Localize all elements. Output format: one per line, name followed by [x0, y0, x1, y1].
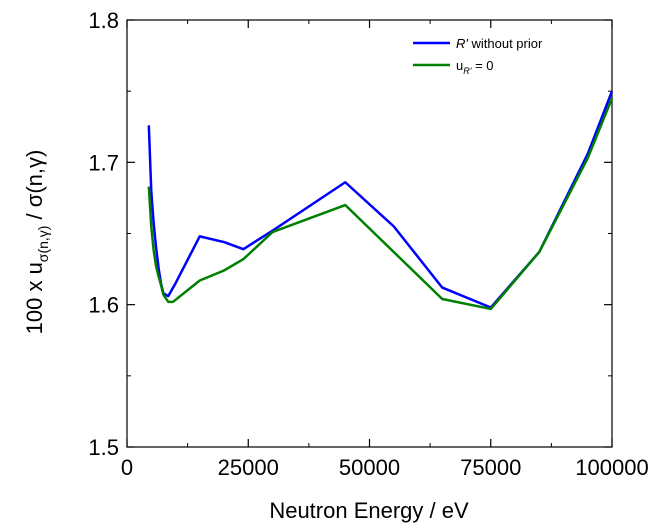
y-tick-label: 1.7	[88, 150, 119, 175]
series-lines	[147, 90, 614, 311]
x-tick-label: 0	[121, 455, 133, 480]
y-axis-title-suffix: / σ(n,γ)	[22, 150, 47, 226]
legend-label-italic-part: R'	[456, 36, 468, 51]
y-tick-label: 1.5	[88, 435, 119, 460]
y-tick-label: 1.6	[88, 293, 119, 318]
plot-area: 1.5 1.6 1.7 1.8 0 25000 50000 75000 100000	[88, 8, 648, 480]
y-axis-title-subscript: σ(n,γ)	[35, 226, 51, 263]
legend-label-r-without-prior: R' without prior	[456, 36, 543, 51]
legend-label-u-r-zero: uR' = 0	[456, 58, 494, 76]
series-line-green	[147, 97, 614, 311]
x-axis-title: Neutron Energy / eV	[269, 498, 469, 523]
legend-label-subscript: R'	[463, 66, 471, 76]
series-line-blue	[147, 90, 614, 309]
x-tick-label: 25000	[218, 455, 279, 480]
legend-label-rest-part: without prior	[468, 36, 543, 51]
legend-label-u: u	[456, 58, 463, 73]
y-axis-title-prefix: 100 x u	[22, 262, 47, 334]
x-tick-label: 75000	[460, 455, 521, 480]
x-tick-label: 100000	[575, 455, 648, 480]
plot-frame	[126, 19, 613, 448]
y-axis-ticks: 1.5 1.6 1.7 1.8	[88, 8, 612, 460]
legend-label-suffix: = 0	[471, 58, 493, 73]
x-axis-ticks: 0 25000 50000 75000 100000	[121, 20, 649, 480]
legend: R' without prior uR' = 0	[413, 36, 543, 76]
y-axis-title: 100 x uσ(n,γ) / σ(n,γ)	[22, 150, 51, 335]
y-tick-label: 1.8	[88, 8, 119, 33]
x-tick-label: 50000	[339, 455, 400, 480]
